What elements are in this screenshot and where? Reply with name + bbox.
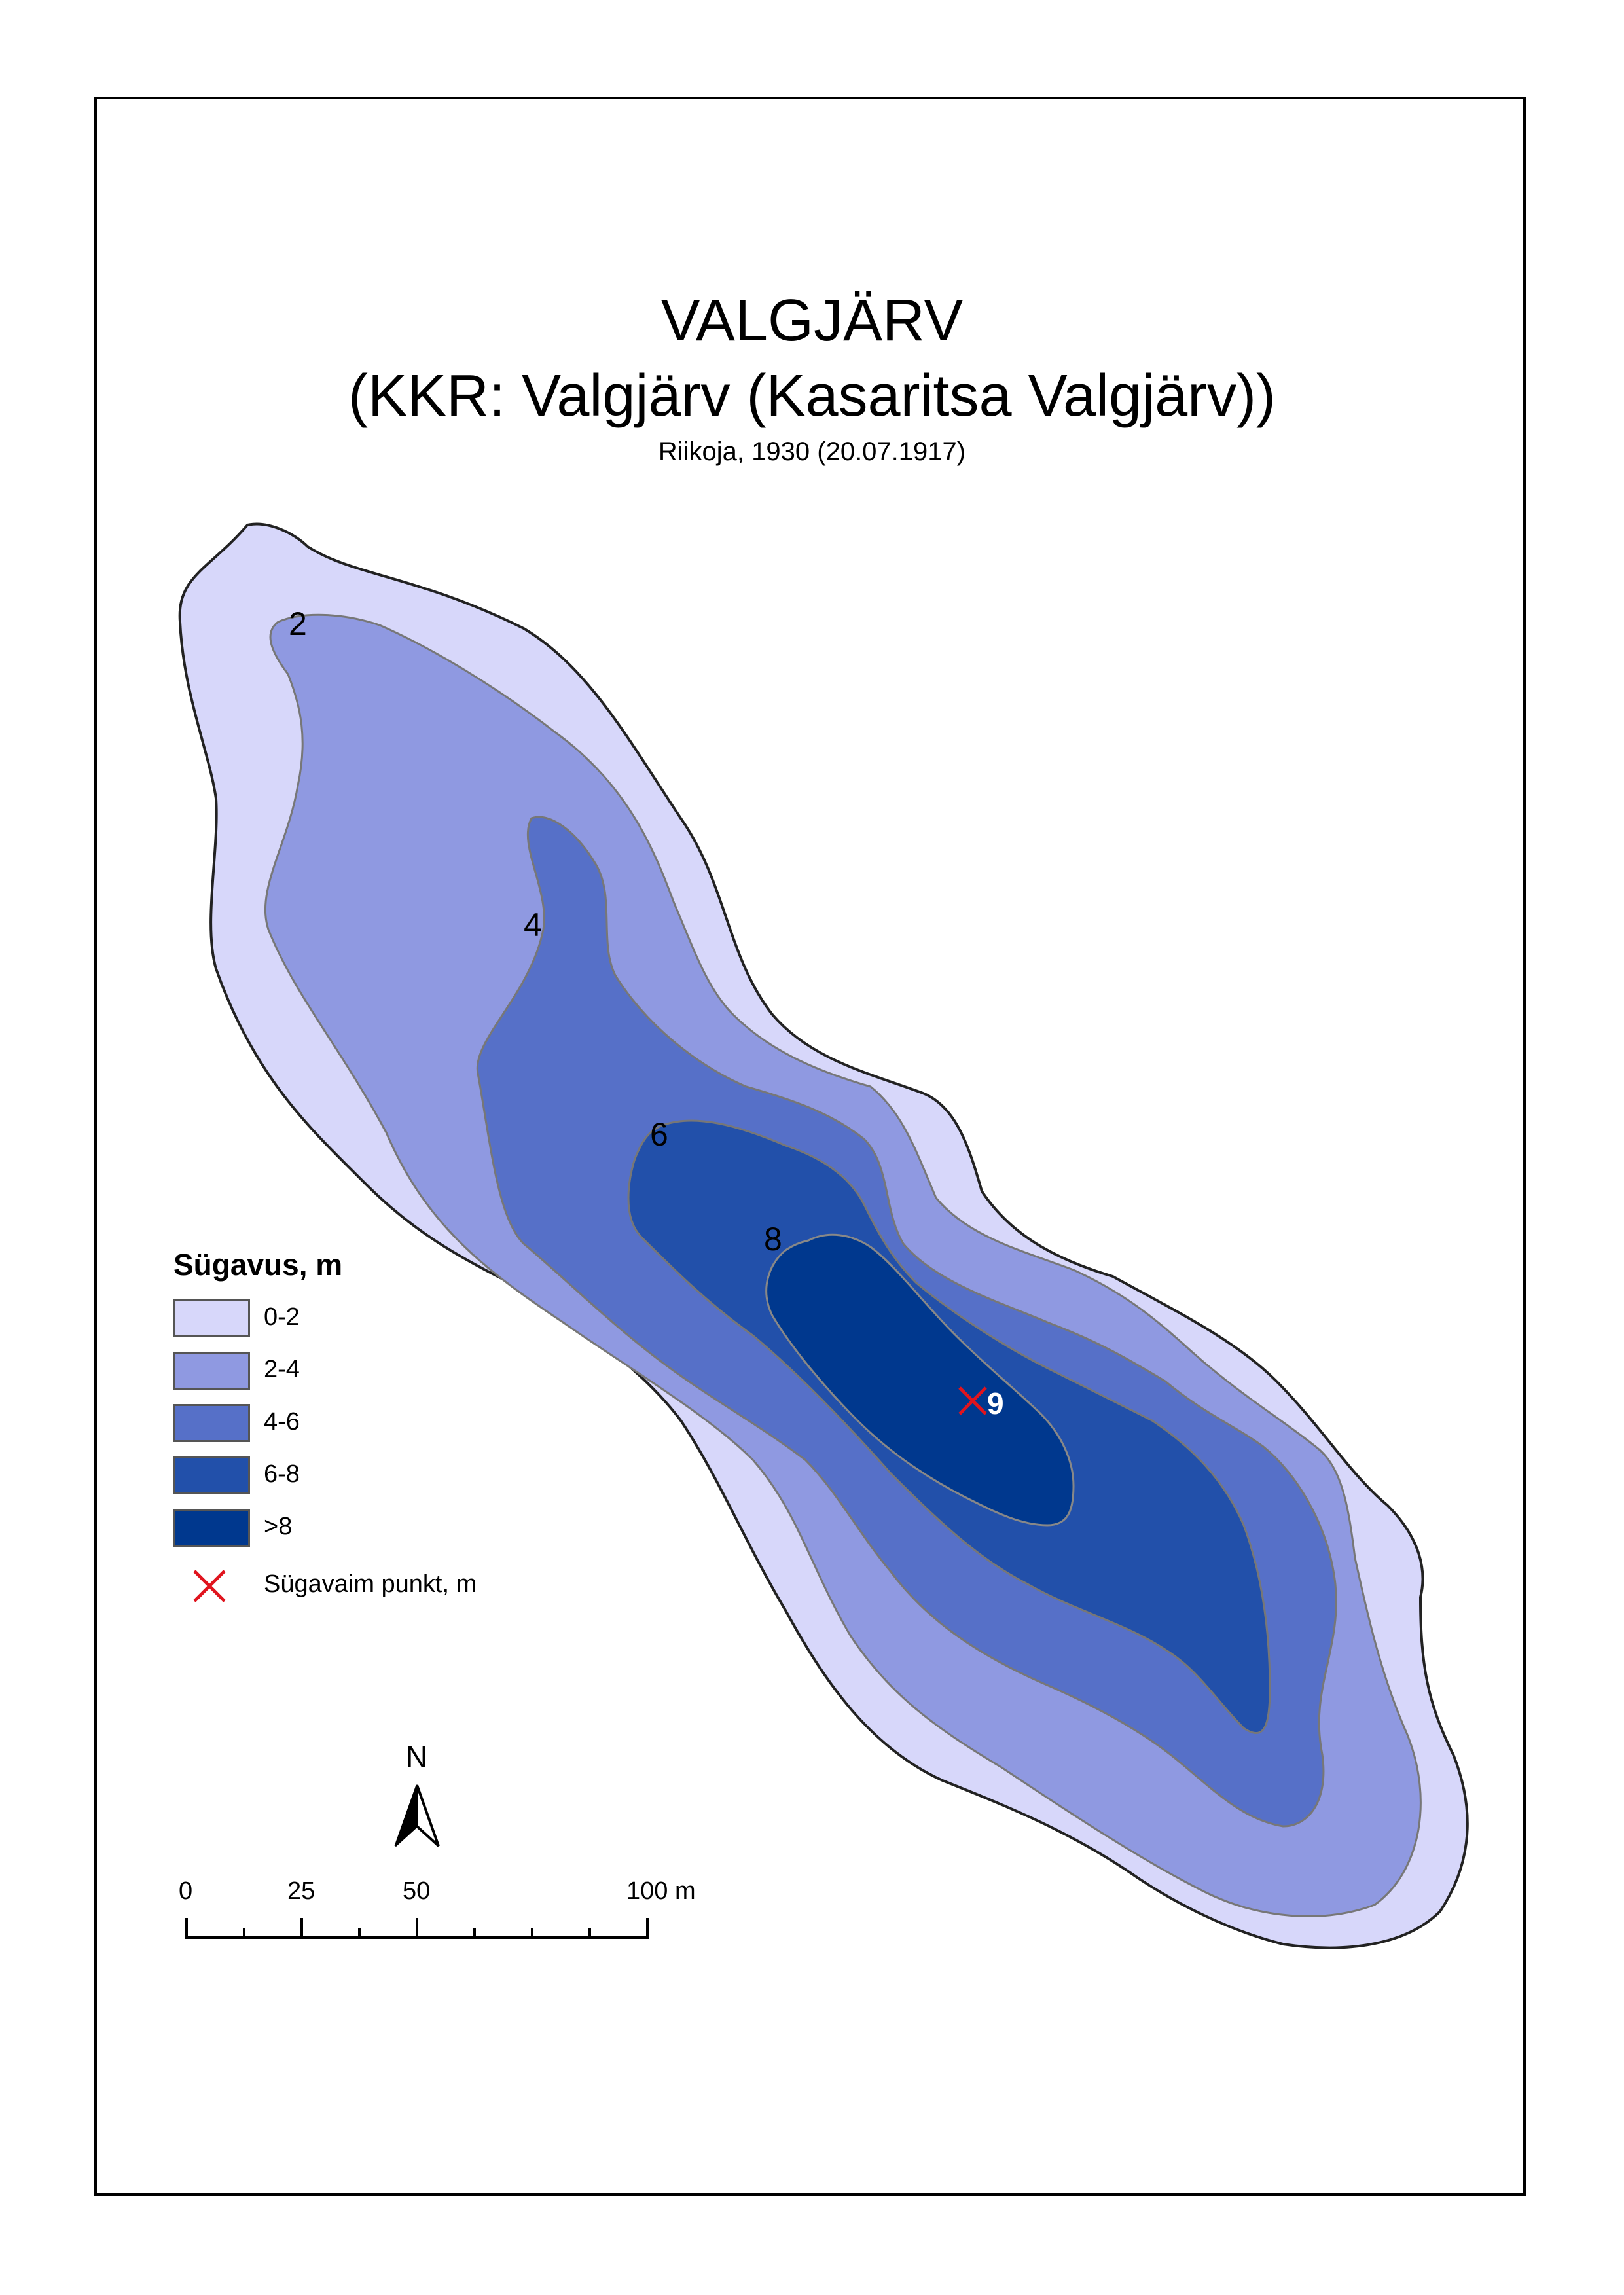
north-arrow-label: N [406,1740,427,1774]
legend-label: >8 [264,1513,293,1540]
legend-title: Sügavus, m [173,1248,343,1282]
depth-zone-gt8 [765,1233,1075,1527]
contour-label-6: 6 [650,1116,668,1153]
map-title: VALGJÄRV [660,288,964,353]
deepest-point-marker [958,1386,987,1415]
legend-swatch [173,1352,250,1390]
contour-label-4: 4 [524,907,542,943]
scale-label-0: 0 [179,1877,193,1905]
scale-bar [185,1918,649,1939]
legend-swatch [173,1299,250,1337]
legend-label: 4-6 [264,1408,300,1436]
legend-label: 0-2 [264,1303,300,1331]
legend-deepest-label: Sügavaim punkt, m [264,1570,477,1598]
north-arrow-icon [394,1784,440,1847]
legend-deepest-marker-icon [193,1570,226,1602]
map-source: Riikoja, 1930 (20.07.1917) [658,437,966,466]
contour-label-8: 8 [764,1221,782,1257]
legend-swatch [173,1456,250,1494]
legend-swatch [173,1404,250,1442]
scale-label-50: 50 [403,1877,431,1905]
map-frame [94,97,1526,2196]
contour-label-2: 2 [289,605,307,642]
legend-label: 2-4 [264,1356,300,1383]
legend-swatch [173,1509,250,1547]
map-subtitle: (KKR: Valgjärv (Kasaritsa Valgjärv)) [348,363,1276,429]
scale-label-25: 25 [287,1877,316,1905]
scale-label-100: 100 m [626,1877,696,1905]
legend-label: 6-8 [264,1460,300,1488]
deepest-point-value: 9 [987,1386,1004,1420]
